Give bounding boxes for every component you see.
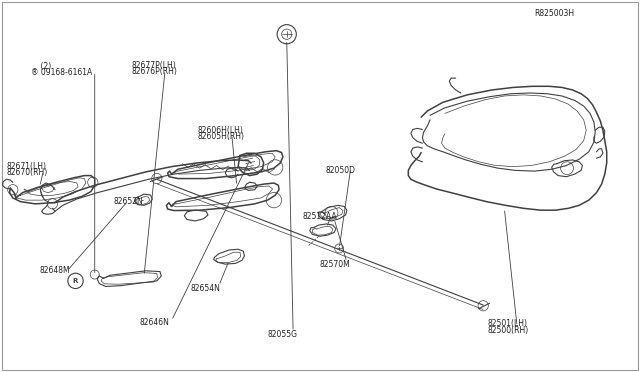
Text: 82501(LH): 82501(LH) xyxy=(488,319,528,328)
Text: 82652N: 82652N xyxy=(114,197,143,206)
Text: 82654N: 82654N xyxy=(191,284,221,293)
Text: 82050D: 82050D xyxy=(325,166,355,175)
Text: 82670(RH): 82670(RH) xyxy=(6,169,47,177)
Text: 82676P(RH): 82676P(RH) xyxy=(131,67,177,76)
Text: 82512AA: 82512AA xyxy=(302,212,337,221)
Text: 82648M: 82648M xyxy=(40,266,70,275)
Text: R825003H: R825003H xyxy=(534,9,575,17)
Text: 82677P(LH): 82677P(LH) xyxy=(131,61,176,70)
Text: ® 09168-6161A: ® 09168-6161A xyxy=(31,68,92,77)
Text: R: R xyxy=(73,278,78,284)
Text: (2): (2) xyxy=(31,62,51,71)
Text: 82500(RH): 82500(RH) xyxy=(488,326,529,335)
Text: 82606H(LH): 82606H(LH) xyxy=(197,126,243,135)
Text: 82605H(RH): 82605H(RH) xyxy=(197,132,244,141)
Text: 82671(LH): 82671(LH) xyxy=(6,162,46,171)
Text: 82055G: 82055G xyxy=(268,330,298,339)
Text: 82646N: 82646N xyxy=(140,318,170,327)
Text: 82570M: 82570M xyxy=(320,260,351,269)
